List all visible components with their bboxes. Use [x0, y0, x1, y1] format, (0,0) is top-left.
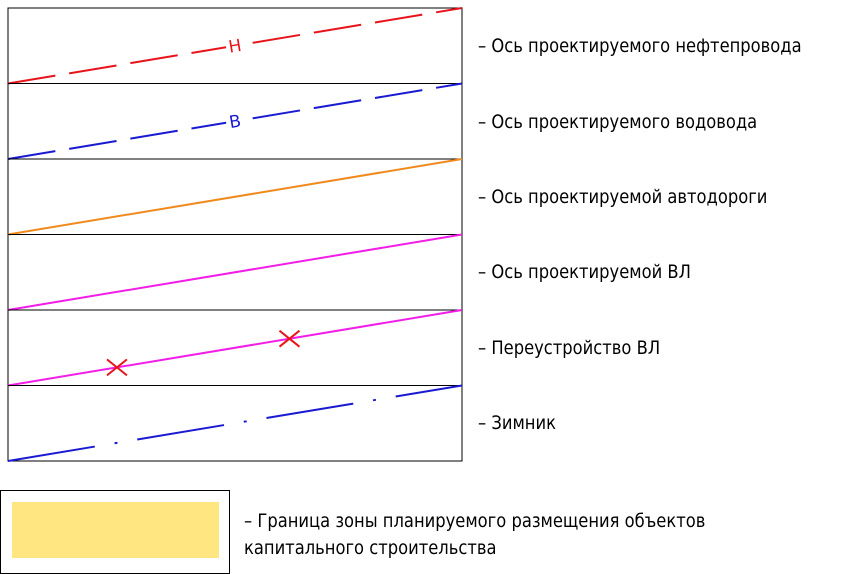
line-road: [7, 158, 463, 236]
line-winter-road: [7, 384, 463, 462]
line-letter-water-pipeline: В: [228, 111, 243, 133]
legend-label-oil-pipeline: – Ось проектируемого нефтепровода: [478, 35, 802, 57]
legend-label-winter-road: – Зимник: [478, 412, 556, 434]
cross-mark: [106, 358, 128, 377]
zone-swatch-frame: [0, 490, 230, 574]
line-letter-gap: [224, 35, 246, 57]
line-power-line: [7, 233, 463, 311]
legend-label-road: – Ось проектируемой автодороги: [478, 186, 768, 208]
zone-label-line1: – Граница зоны планируемого размещения о…: [244, 510, 706, 532]
zone-swatch-fill: [12, 502, 219, 558]
legend-label-power-line: – Ось проектируемой ВЛ: [478, 261, 691, 283]
line-power-line-reconstruction: [7, 309, 463, 387]
line-letter-oil-pipeline: Н: [227, 36, 243, 58]
cross-mark: [278, 329, 301, 348]
zone-label-line2: капитального строительства: [244, 537, 497, 559]
legend-rows: НВ: [7, 7, 463, 462]
legend-label-power-line-reconstruction: – Переустройство ВЛ: [478, 337, 661, 359]
legend-label-water-pipeline: – Ось проектируемого водовода: [478, 111, 758, 133]
line-letter-gap: [224, 110, 246, 132]
